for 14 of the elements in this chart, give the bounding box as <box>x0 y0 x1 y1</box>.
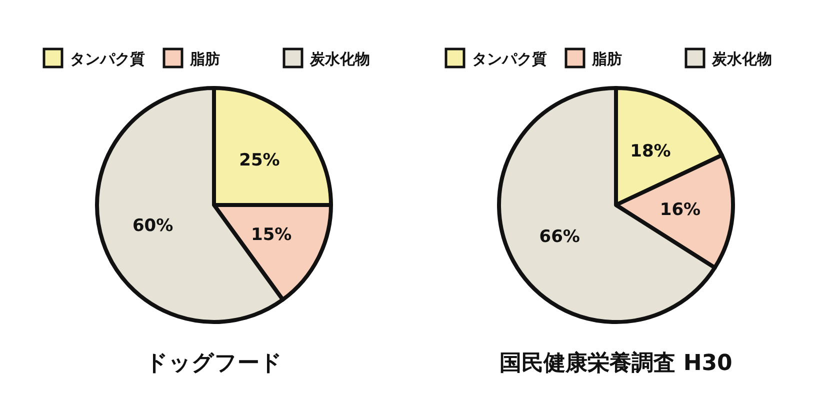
text: 国民健康栄養調査 H30 <box>500 350 732 376</box>
text: ドッグフード <box>146 351 282 376</box>
data-label: 25% <box>239 150 280 170</box>
legend-label: タンパク質 <box>70 50 145 68</box>
data-label: 16% <box>660 200 701 220</box>
legend-label: タンパク質 <box>472 50 547 68</box>
data-label: 60% <box>132 216 174 236</box>
legend-label: 脂肪 <box>591 50 622 68</box>
legend-label: 脂肪 <box>189 50 220 68</box>
legend-label: 炭水化物 <box>711 50 772 68</box>
data-label: 18% <box>630 142 671 162</box>
data-label: 15% <box>250 225 292 246</box>
data-label: 66% <box>539 226 580 247</box>
legend-label: 炭水化物 <box>309 50 370 68</box>
